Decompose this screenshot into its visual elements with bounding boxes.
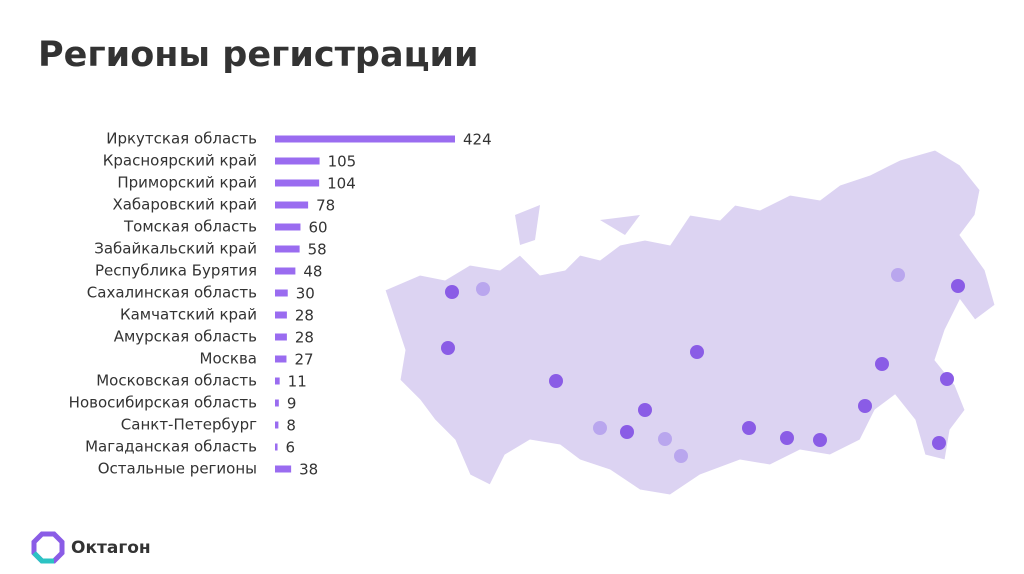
bar: [275, 421, 279, 429]
value-label: 27: [294, 351, 313, 369]
map-shape: [384, 149, 996, 496]
bar: [275, 157, 320, 165]
value-label: 11: [288, 373, 307, 391]
bar: [275, 443, 278, 451]
category-label: Амурская область: [114, 328, 257, 346]
bar: [275, 245, 300, 253]
bar: [275, 399, 279, 407]
value-label: 8: [286, 417, 296, 435]
category-label: Магаданская область: [85, 438, 257, 456]
bar: [275, 355, 287, 363]
bar: [275, 333, 287, 341]
category-label: Москва: [200, 350, 257, 368]
value-label: 424: [463, 131, 492, 149]
value-label: 60: [308, 219, 327, 237]
category-label: Томская область: [123, 218, 257, 236]
pins: [441, 279, 965, 450]
pins-light: [476, 268, 905, 463]
category-label: Забайкальский край: [94, 240, 257, 258]
bar: [275, 289, 288, 297]
value-label: 38: [299, 461, 318, 479]
category-label: Сахалинская область: [87, 284, 257, 302]
value-label: 28: [295, 329, 314, 347]
map-shape: [515, 205, 640, 245]
value-label: 78: [316, 197, 335, 215]
value-label: 48: [303, 263, 322, 281]
category-label: Новосибирская область: [69, 394, 257, 412]
bar: [275, 267, 296, 275]
category-label: Приморский край: [117, 174, 257, 192]
chart-title: Регионы регистрации: [38, 35, 479, 75]
logo: Октагон: [31, 531, 151, 564]
value-label: 9: [287, 395, 297, 413]
value-label: 104: [327, 175, 356, 193]
category-label: Остальные регионы: [98, 460, 257, 478]
category-label: Красноярский край: [103, 152, 257, 170]
bar: [275, 201, 309, 209]
value-label: 58: [308, 241, 327, 259]
category-label: Хабаровский край: [112, 196, 257, 214]
category-label: Республика Бурятия: [95, 262, 257, 280]
brand: Октагон: [71, 538, 151, 558]
value-label: 6: [286, 439, 296, 457]
bar: [275, 135, 455, 143]
value-label: 105: [328, 153, 357, 171]
bar: [275, 223, 301, 231]
category-label: Иркутская область: [106, 130, 257, 148]
bar: [275, 377, 280, 385]
bar: [275, 179, 320, 187]
map: [384, 149, 996, 496]
value-label: 28: [295, 307, 314, 325]
logo-icon: [32, 551, 54, 564]
category-label: Камчатский край: [120, 306, 257, 324]
bar: [275, 465, 292, 473]
value-label: 30: [296, 285, 315, 303]
category-label: Московская область: [96, 372, 257, 390]
category-label: Санкт-Петербург: [121, 416, 257, 434]
bar: [275, 311, 287, 319]
